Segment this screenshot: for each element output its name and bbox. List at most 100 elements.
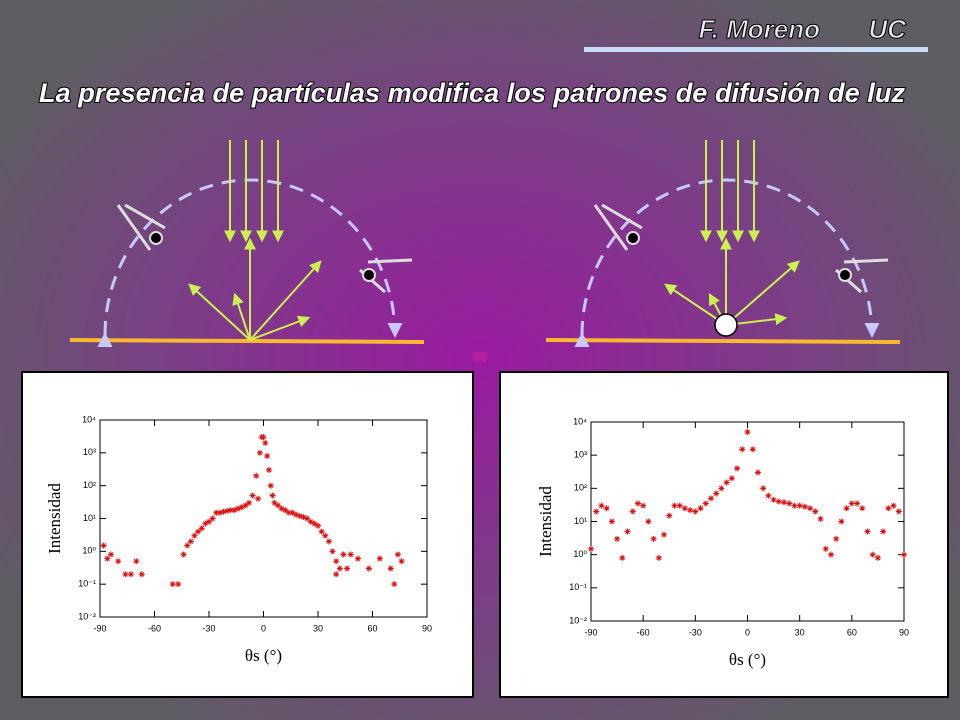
data-point <box>318 528 325 535</box>
data-point <box>676 502 683 509</box>
data-point <box>650 535 657 542</box>
data-point <box>624 528 631 535</box>
y-axis-label: Intensidad <box>536 486 555 557</box>
data-point <box>256 449 263 456</box>
data-point <box>666 512 673 519</box>
data-point <box>661 531 668 538</box>
data-point <box>224 507 231 514</box>
data-point <box>347 551 354 558</box>
data-point <box>315 522 321 529</box>
data-point <box>336 565 343 572</box>
data-point <box>645 518 652 525</box>
data-point <box>216 509 223 516</box>
data-point <box>175 581 182 588</box>
data-point <box>718 485 725 492</box>
data-point <box>744 428 751 435</box>
institution: UC <box>868 14 907 44</box>
data-point <box>187 538 194 545</box>
data-point <box>195 528 202 535</box>
data-point <box>100 542 107 549</box>
data-point <box>619 554 626 561</box>
data-point <box>304 515 311 522</box>
data-point <box>180 551 187 558</box>
data-point <box>739 446 746 453</box>
data-point <box>775 498 782 505</box>
data-point <box>325 538 332 545</box>
data-point <box>859 505 866 512</box>
decoration <box>473 352 487 362</box>
data-point <box>127 571 134 578</box>
data-point <box>387 565 394 572</box>
data-point <box>206 518 212 525</box>
data-point <box>681 505 688 512</box>
data-point <box>880 528 887 535</box>
y-tick-label: 10⁻¹ <box>569 582 587 592</box>
data-point <box>812 508 819 515</box>
data-point <box>687 507 694 514</box>
data-point <box>843 505 850 512</box>
y-tick-label: 10⁴ <box>82 414 96 424</box>
data-point <box>655 554 662 561</box>
data-point <box>754 469 761 476</box>
header-rule <box>584 47 928 52</box>
data-point <box>333 571 340 578</box>
data-point <box>713 490 720 497</box>
data-point <box>901 551 907 558</box>
data-point <box>242 502 249 509</box>
x-tick-label: 60 <box>847 627 857 637</box>
data-point <box>723 479 730 486</box>
data-point <box>781 499 788 506</box>
data-point <box>209 515 216 522</box>
y-tick-label: 10⁴ <box>573 416 587 426</box>
y-tick-label: 10⁻¹ <box>78 579 96 589</box>
data-point <box>885 505 892 512</box>
data-point <box>322 532 329 539</box>
y-tick-label: 10¹ <box>83 513 96 523</box>
y-tick-label: 10³ <box>83 447 96 457</box>
data-point <box>285 509 292 516</box>
y-tick-label: 10⁰ <box>573 549 587 559</box>
x-tick-label: -30 <box>202 623 215 633</box>
data-point <box>848 500 855 507</box>
data-point <box>593 508 600 515</box>
data-point <box>133 558 140 565</box>
data-point <box>296 512 303 519</box>
data-point <box>707 495 714 502</box>
data-point <box>398 558 405 565</box>
data-point <box>765 492 772 499</box>
x-axis-label: θs (°) <box>245 646 282 665</box>
data-point <box>245 499 252 506</box>
data-point <box>692 508 699 515</box>
data-point <box>833 535 840 542</box>
data-point <box>838 518 845 525</box>
data-point <box>608 518 615 525</box>
data-point <box>115 558 122 565</box>
data-point <box>260 434 267 441</box>
data-point <box>634 500 641 507</box>
data-point <box>289 509 296 516</box>
author: F. Moreno <box>699 14 820 44</box>
data-point <box>588 545 594 552</box>
slide-title: La presencia de partículas modifica los … <box>39 78 905 108</box>
data-point <box>760 485 767 492</box>
data-point <box>734 465 741 472</box>
data-point <box>329 548 336 555</box>
x-tick-label: 30 <box>795 627 805 637</box>
data-point <box>265 467 272 474</box>
data-point <box>278 505 285 512</box>
data-point <box>854 500 861 507</box>
data-point <box>827 551 834 558</box>
data-point <box>238 504 245 511</box>
data-point <box>220 508 227 515</box>
chart-panel <box>499 371 949 698</box>
data-point <box>365 565 372 572</box>
diagram-flat <box>69 140 425 348</box>
data-point <box>864 528 871 535</box>
x-tick-label: 90 <box>899 627 909 637</box>
y-tick-label: 10⁻² <box>569 615 587 625</box>
data-point <box>603 505 610 512</box>
data-point <box>796 502 803 509</box>
data-point <box>231 507 238 514</box>
data-point <box>307 518 314 525</box>
